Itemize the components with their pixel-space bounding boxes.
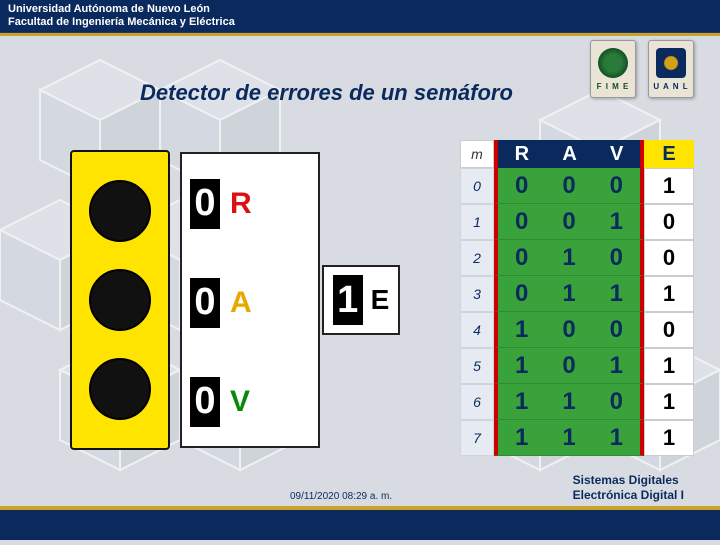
e-digit: 1 xyxy=(333,275,363,325)
m-cell: 6 xyxy=(460,384,494,420)
e-cell: 1 xyxy=(644,348,694,384)
bits-cell: 0 1 0 xyxy=(494,240,644,276)
e-cell: 1 xyxy=(644,420,694,456)
header-line1: Universidad Autónoma de Nuevo León xyxy=(8,3,712,16)
bit-a: 1 xyxy=(562,280,575,308)
m-cell: 5 xyxy=(460,348,494,384)
rav-row-a: 0 A xyxy=(182,253,318,352)
bit-v: 1 xyxy=(610,208,623,236)
m-cell: 3 xyxy=(460,276,494,312)
footer-right-1: Sistemas Digitales xyxy=(573,473,684,487)
bit-v: 0 xyxy=(610,388,623,416)
th-r: R xyxy=(515,143,529,166)
bit-v: 0 xyxy=(610,244,623,272)
header-bar: Universidad Autónoma de Nuevo León Facul… xyxy=(0,0,720,33)
fime-seal-icon xyxy=(598,48,628,78)
th-rav: R A V xyxy=(494,140,644,168)
m-cell: 7 xyxy=(460,420,494,456)
header-line2: Facultad de Ingeniería Mecánica y Eléctr… xyxy=(8,16,712,29)
table-row: 30111 xyxy=(460,276,694,312)
table-row: 71111 xyxy=(460,420,694,456)
bit-v: 1 xyxy=(610,424,623,452)
bits-cell: 0 0 1 xyxy=(494,204,644,240)
table-row: 10010 xyxy=(460,204,694,240)
badge-uanl: U A N L xyxy=(648,40,694,98)
footer-bar xyxy=(0,510,720,540)
traffic-light xyxy=(70,150,170,450)
v-digit: 0 xyxy=(190,377,220,427)
bit-a: 0 xyxy=(562,316,575,344)
badges: F I M E U A N L xyxy=(590,40,694,98)
badge-fime: F I M E xyxy=(590,40,636,98)
bit-r: 0 xyxy=(515,244,528,272)
bit-r: 1 xyxy=(515,352,528,380)
e-cell: 1 xyxy=(644,276,694,312)
bit-a: 0 xyxy=(562,208,575,236)
uanl-seal-icon xyxy=(656,48,686,78)
truth-table-head: m R A V E xyxy=(460,140,694,168)
bits-cell: 0 0 0 xyxy=(494,168,644,204)
rav-row-v: 0 V xyxy=(182,352,318,451)
bit-r: 0 xyxy=(515,208,528,236)
timestamp: 09/11/2020 08:29 a. m. xyxy=(290,491,392,502)
header-rule xyxy=(0,32,720,36)
bit-a: 1 xyxy=(562,244,575,272)
bit-v: 1 xyxy=(610,280,623,308)
bits-cell: 1 1 0 xyxy=(494,384,644,420)
uanl-label: U A N L xyxy=(653,82,688,91)
bit-a: 0 xyxy=(562,352,575,380)
bits-cell: 0 1 1 xyxy=(494,276,644,312)
bits-cell: 1 0 0 xyxy=(494,312,644,348)
e-cell: 1 xyxy=(644,384,694,420)
truth-table-body: 0000110010201003011141000510116110171111 xyxy=(460,168,694,456)
bit-v: 0 xyxy=(610,316,623,344)
footer-right: Sistemas Digitales Electrónica Digital I xyxy=(573,473,684,502)
th-e: E xyxy=(644,140,694,168)
lamp-green xyxy=(89,358,151,420)
m-cell: 1 xyxy=(460,204,494,240)
bits-cell: 1 0 1 xyxy=(494,348,644,384)
r-digit: 0 xyxy=(190,179,220,229)
a-digit: 0 xyxy=(190,278,220,328)
bit-r: 1 xyxy=(515,388,528,416)
th-a: A xyxy=(562,143,576,166)
e-output-block: 1 E xyxy=(322,265,400,335)
bit-r: 0 xyxy=(515,280,528,308)
e-cell: 0 xyxy=(644,204,694,240)
bit-a: 1 xyxy=(562,388,575,416)
a-label: A xyxy=(230,286,252,320)
e-label: E xyxy=(371,284,390,316)
m-cell: 4 xyxy=(460,312,494,348)
bit-r: 1 xyxy=(515,316,528,344)
table-row: 61101 xyxy=(460,384,694,420)
e-cell: 0 xyxy=(644,240,694,276)
th-v: V xyxy=(610,143,623,166)
lamp-amber xyxy=(89,269,151,331)
v-label: V xyxy=(230,385,250,419)
truth-table: m R A V E 000011001020100301114100051011… xyxy=(460,140,694,456)
e-cell: 0 xyxy=(644,312,694,348)
m-cell: 2 xyxy=(460,240,494,276)
table-row: 20100 xyxy=(460,240,694,276)
fime-label: F I M E xyxy=(597,82,630,91)
table-row: 51011 xyxy=(460,348,694,384)
rav-row-r: 0 R xyxy=(182,154,318,253)
rav-input-block: 0 R 0 A 0 V xyxy=(180,152,320,448)
bit-v: 0 xyxy=(610,172,623,200)
bit-a: 1 xyxy=(562,424,575,452)
table-row: 00001 xyxy=(460,168,694,204)
bit-r: 1 xyxy=(515,424,528,452)
e-cell: 1 xyxy=(644,168,694,204)
bit-v: 1 xyxy=(610,352,623,380)
table-row: 41000 xyxy=(460,312,694,348)
page-title: Detector de errores de un semáforo xyxy=(140,80,513,106)
bits-cell: 1 1 1 xyxy=(494,420,644,456)
th-m: m xyxy=(460,140,494,168)
bit-a: 0 xyxy=(562,172,575,200)
lamp-red xyxy=(89,180,151,242)
bit-r: 0 xyxy=(515,172,528,200)
footer-right-2: Electrónica Digital I xyxy=(573,488,684,502)
r-label: R xyxy=(230,187,252,221)
m-cell: 0 xyxy=(460,168,494,204)
